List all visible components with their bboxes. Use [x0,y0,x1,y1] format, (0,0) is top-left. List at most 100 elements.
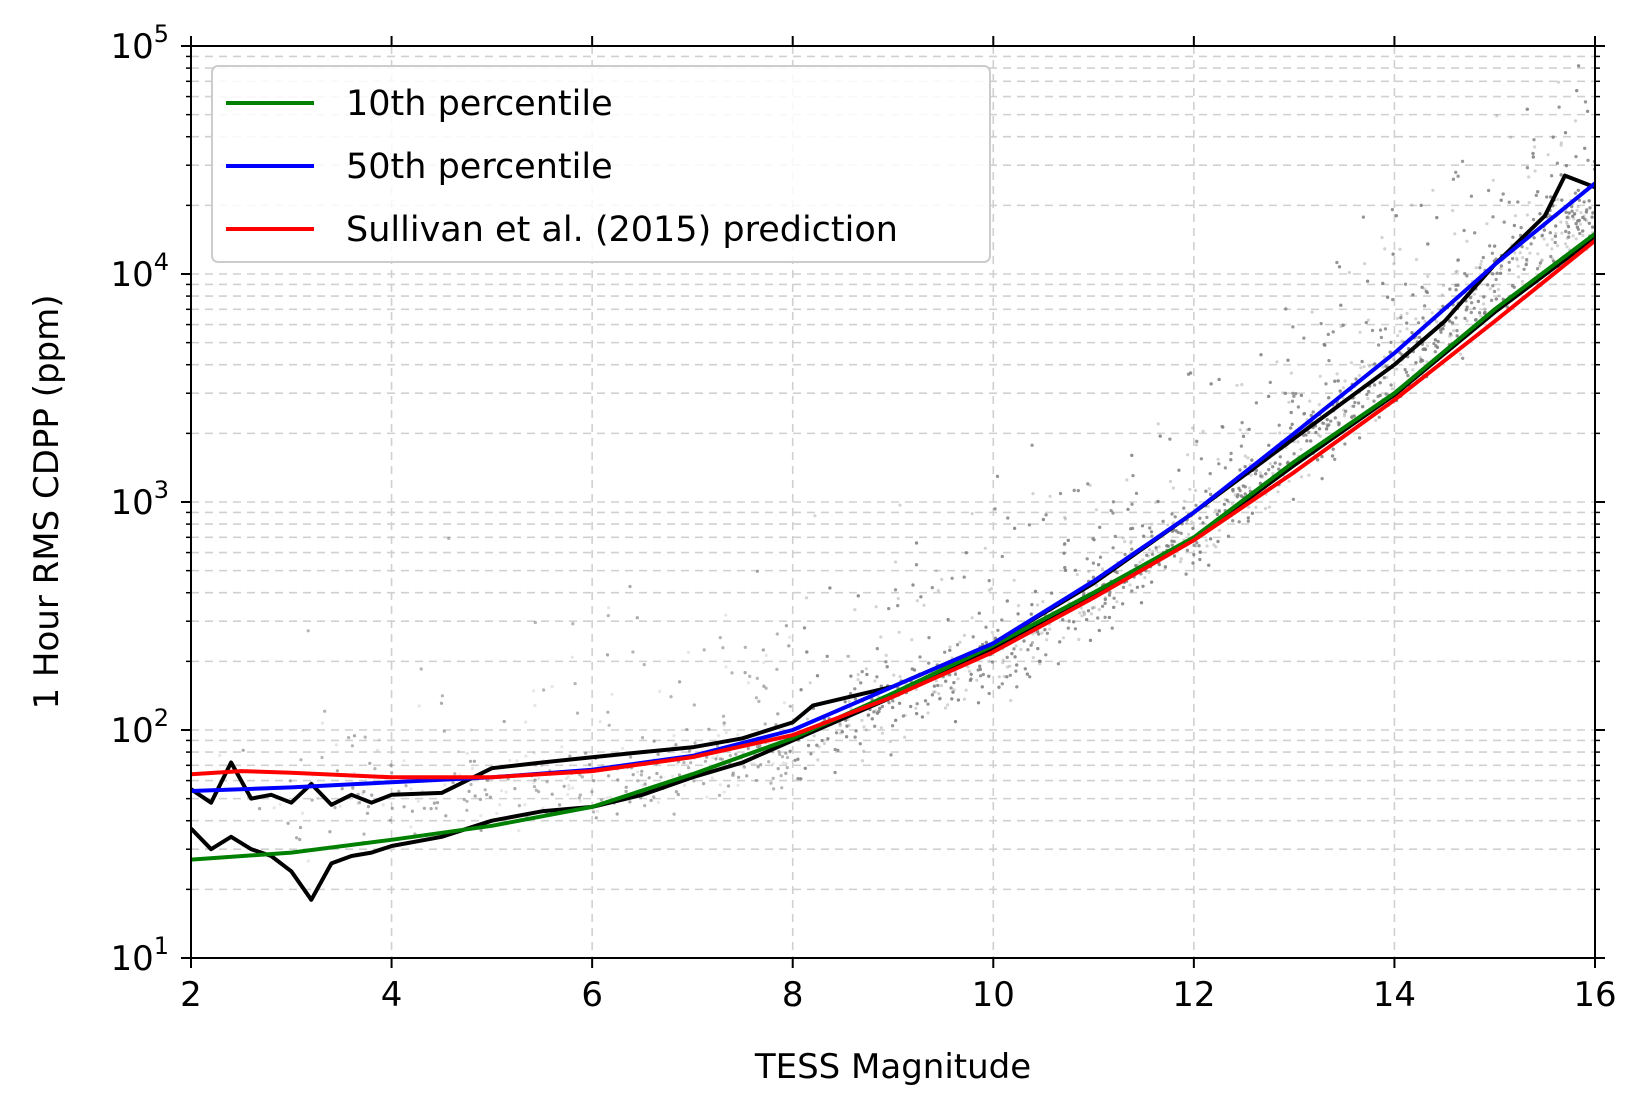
scatter-point [834,731,839,735]
scatter-point [1121,585,1126,590]
scatter-point [1455,329,1459,333]
scatter-point [388,818,392,822]
scatter-point [978,667,983,672]
scatter-point [1243,465,1247,469]
scatter-point [1464,308,1468,312]
scatter-point [1310,310,1314,314]
scatter-point [1048,494,1052,498]
scatter-point [1579,211,1583,215]
scatter-point [1005,599,1009,603]
scatter-point [1291,497,1295,501]
scatter-point [847,654,851,659]
scatter-point [1097,628,1101,633]
scatter-point [1512,285,1516,289]
scatter-point [409,787,413,791]
scatter-point [780,786,784,790]
scatter-point [915,702,919,706]
scatter-point [676,792,680,797]
scatter-point [1217,462,1221,466]
scatter-point [702,648,706,652]
scatter-point [1584,219,1589,223]
scatter-point [1382,376,1386,380]
scatter-point [702,648,706,652]
scatter-point [840,730,844,734]
scatter-point [1337,421,1341,425]
scatter-point [1271,471,1275,475]
scatter-point [366,805,371,809]
scatter-point [1396,334,1400,338]
scatter-point [1030,443,1034,447]
scatter-point [591,810,596,814]
scatter-point [605,796,609,800]
scatter-point [434,806,438,810]
scatter-point [1050,591,1054,595]
scatter-point [306,859,310,863]
scatter-point [1223,497,1227,502]
scatter-point [1178,560,1183,564]
scatter-point [467,789,471,794]
scatter-point [853,687,857,691]
scatter-point [1439,328,1443,332]
scatter-point [1534,193,1538,197]
scatter-point [1341,323,1345,327]
scatter-point [1344,409,1348,413]
scatter-point [859,681,863,685]
scatter-point [1096,616,1100,620]
scatter-point [1478,311,1482,315]
scatter-point [1061,618,1065,622]
scatter-point [1524,263,1528,267]
scatter-point [1522,267,1526,271]
scatter-point [1156,499,1160,504]
scatter-point [338,804,342,808]
scatter-point [1462,228,1466,233]
scatter-point [938,697,942,701]
scatter-point [1062,551,1066,555]
scatter-point [980,685,984,689]
scatter-point [853,697,858,701]
scatter-point [1311,410,1315,414]
scatter-point [1423,319,1427,323]
scatter-point [1566,215,1570,219]
scatter-point [1495,271,1499,275]
scatter-point [350,744,354,748]
scatter-point [1582,200,1586,204]
scatter-point [656,752,660,757]
scatter-point [1333,457,1337,461]
scatter-point [577,796,581,800]
scatter-point [566,775,570,779]
scatter-point [1469,194,1473,198]
scatter-point [1551,135,1555,139]
scatter-point [1229,451,1233,455]
scatter-point [1336,420,1340,424]
scatter-point [635,616,639,620]
scatter-point [1452,329,1456,333]
scatter-point [606,614,610,618]
scatter-point [1008,664,1012,668]
scatter-point [1338,389,1342,393]
scatter-point [1206,505,1211,509]
scatter-point [1028,675,1032,679]
scatter-point [1399,316,1403,320]
scatter-point [1000,682,1004,686]
scatter-point [1488,287,1492,291]
scatter-point [1179,531,1183,535]
scatter-point [1575,225,1579,229]
scatter-point [1583,100,1588,104]
scatter-point [545,780,549,784]
scatter-point [975,678,979,682]
scatter-point [1292,394,1296,398]
scatter-point [1478,266,1482,270]
scatter-point [873,724,877,728]
scatter-point [764,686,768,690]
scatter-point [1465,274,1469,278]
scatter-point [1532,236,1536,240]
scatter-point [785,766,789,770]
scatter-point [1414,317,1418,321]
scatter-point [1191,561,1195,565]
scatter-point [340,787,344,791]
scatter-point [962,575,966,579]
scatter-point [1436,339,1440,344]
scatter-point [1441,283,1446,288]
scatter-point [805,717,810,721]
scatter-point [502,719,506,724]
